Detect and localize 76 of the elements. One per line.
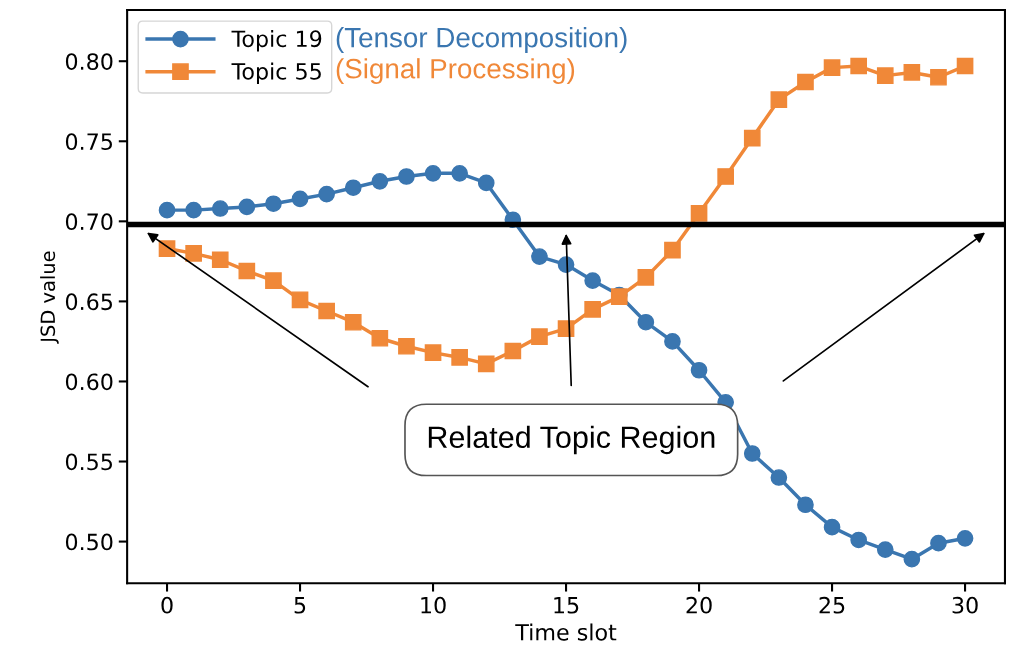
point — [770, 469, 788, 486]
point — [185, 245, 202, 262]
annotation: Related Topic Region — [428, 425, 715, 455]
point — [211, 251, 229, 269]
legend-label: Topic 19 — [231, 29, 322, 52]
x-tick-label: 10 — [421, 596, 446, 614]
point — [158, 201, 176, 219]
point — [876, 541, 894, 558]
point — [903, 550, 921, 568]
point — [930, 68, 947, 86]
y-tick-label: 0.60 — [65, 373, 113, 391]
point — [398, 337, 415, 355]
point — [344, 179, 362, 197]
point — [664, 333, 681, 350]
point — [743, 445, 761, 462]
annotation: (Signal Processing) — [336, 58, 575, 85]
point — [424, 164, 442, 182]
point — [531, 328, 548, 345]
point — [318, 185, 335, 203]
point — [690, 361, 708, 379]
point — [451, 164, 468, 182]
point — [531, 248, 548, 265]
point — [823, 518, 841, 536]
point — [185, 201, 202, 219]
point — [265, 272, 282, 289]
point — [664, 241, 681, 259]
point — [743, 129, 761, 147]
point — [930, 534, 947, 552]
point — [956, 530, 974, 547]
point — [477, 174, 495, 192]
point — [584, 301, 601, 318]
point — [238, 262, 256, 280]
point — [238, 198, 256, 216]
point — [504, 342, 522, 360]
y-tick-label: 0.50 — [65, 533, 113, 551]
point — [318, 302, 335, 320]
point — [451, 349, 468, 366]
point — [850, 531, 867, 549]
x-tick-label: 25 — [819, 596, 845, 614]
y-tick-label: 0.80 — [65, 53, 113, 70]
point — [637, 269, 655, 286]
point — [637, 313, 655, 331]
point — [770, 91, 788, 108]
y-tick-label: 0.65 — [65, 293, 112, 311]
point — [291, 291, 309, 309]
point — [344, 313, 362, 331]
point — [371, 329, 389, 347]
point — [211, 200, 229, 217]
point — [690, 204, 708, 222]
point — [797, 496, 814, 514]
point — [424, 344, 442, 361]
point — [823, 59, 841, 76]
x-axis-title: Time slot — [515, 623, 617, 641]
point — [903, 64, 921, 81]
x-tick-label: 0 — [161, 596, 173, 614]
x-tick-label: 20 — [686, 596, 712, 614]
point — [398, 168, 415, 185]
point — [291, 190, 309, 208]
point — [584, 272, 601, 289]
annotation: (Tensor Decomposition) — [336, 27, 627, 53]
x-tick-label: 30 — [952, 596, 978, 614]
point — [371, 172, 389, 190]
point — [477, 355, 495, 373]
x-tick-label: 15 — [554, 597, 579, 614]
legend-label: Topic 55 — [231, 62, 321, 85]
y-tick-label: 0.70 — [65, 213, 113, 231]
y-tick-label: 0.55 — [65, 453, 112, 471]
point — [717, 168, 734, 185]
point — [850, 57, 867, 75]
y-tick-label: 0.75 — [65, 133, 112, 151]
point — [876, 67, 894, 84]
point — [797, 73, 814, 91]
point — [265, 195, 282, 213]
point — [956, 57, 974, 75]
y-axis-title: JSD value — [40, 251, 59, 344]
x-tick-label: 5 — [294, 597, 306, 614]
